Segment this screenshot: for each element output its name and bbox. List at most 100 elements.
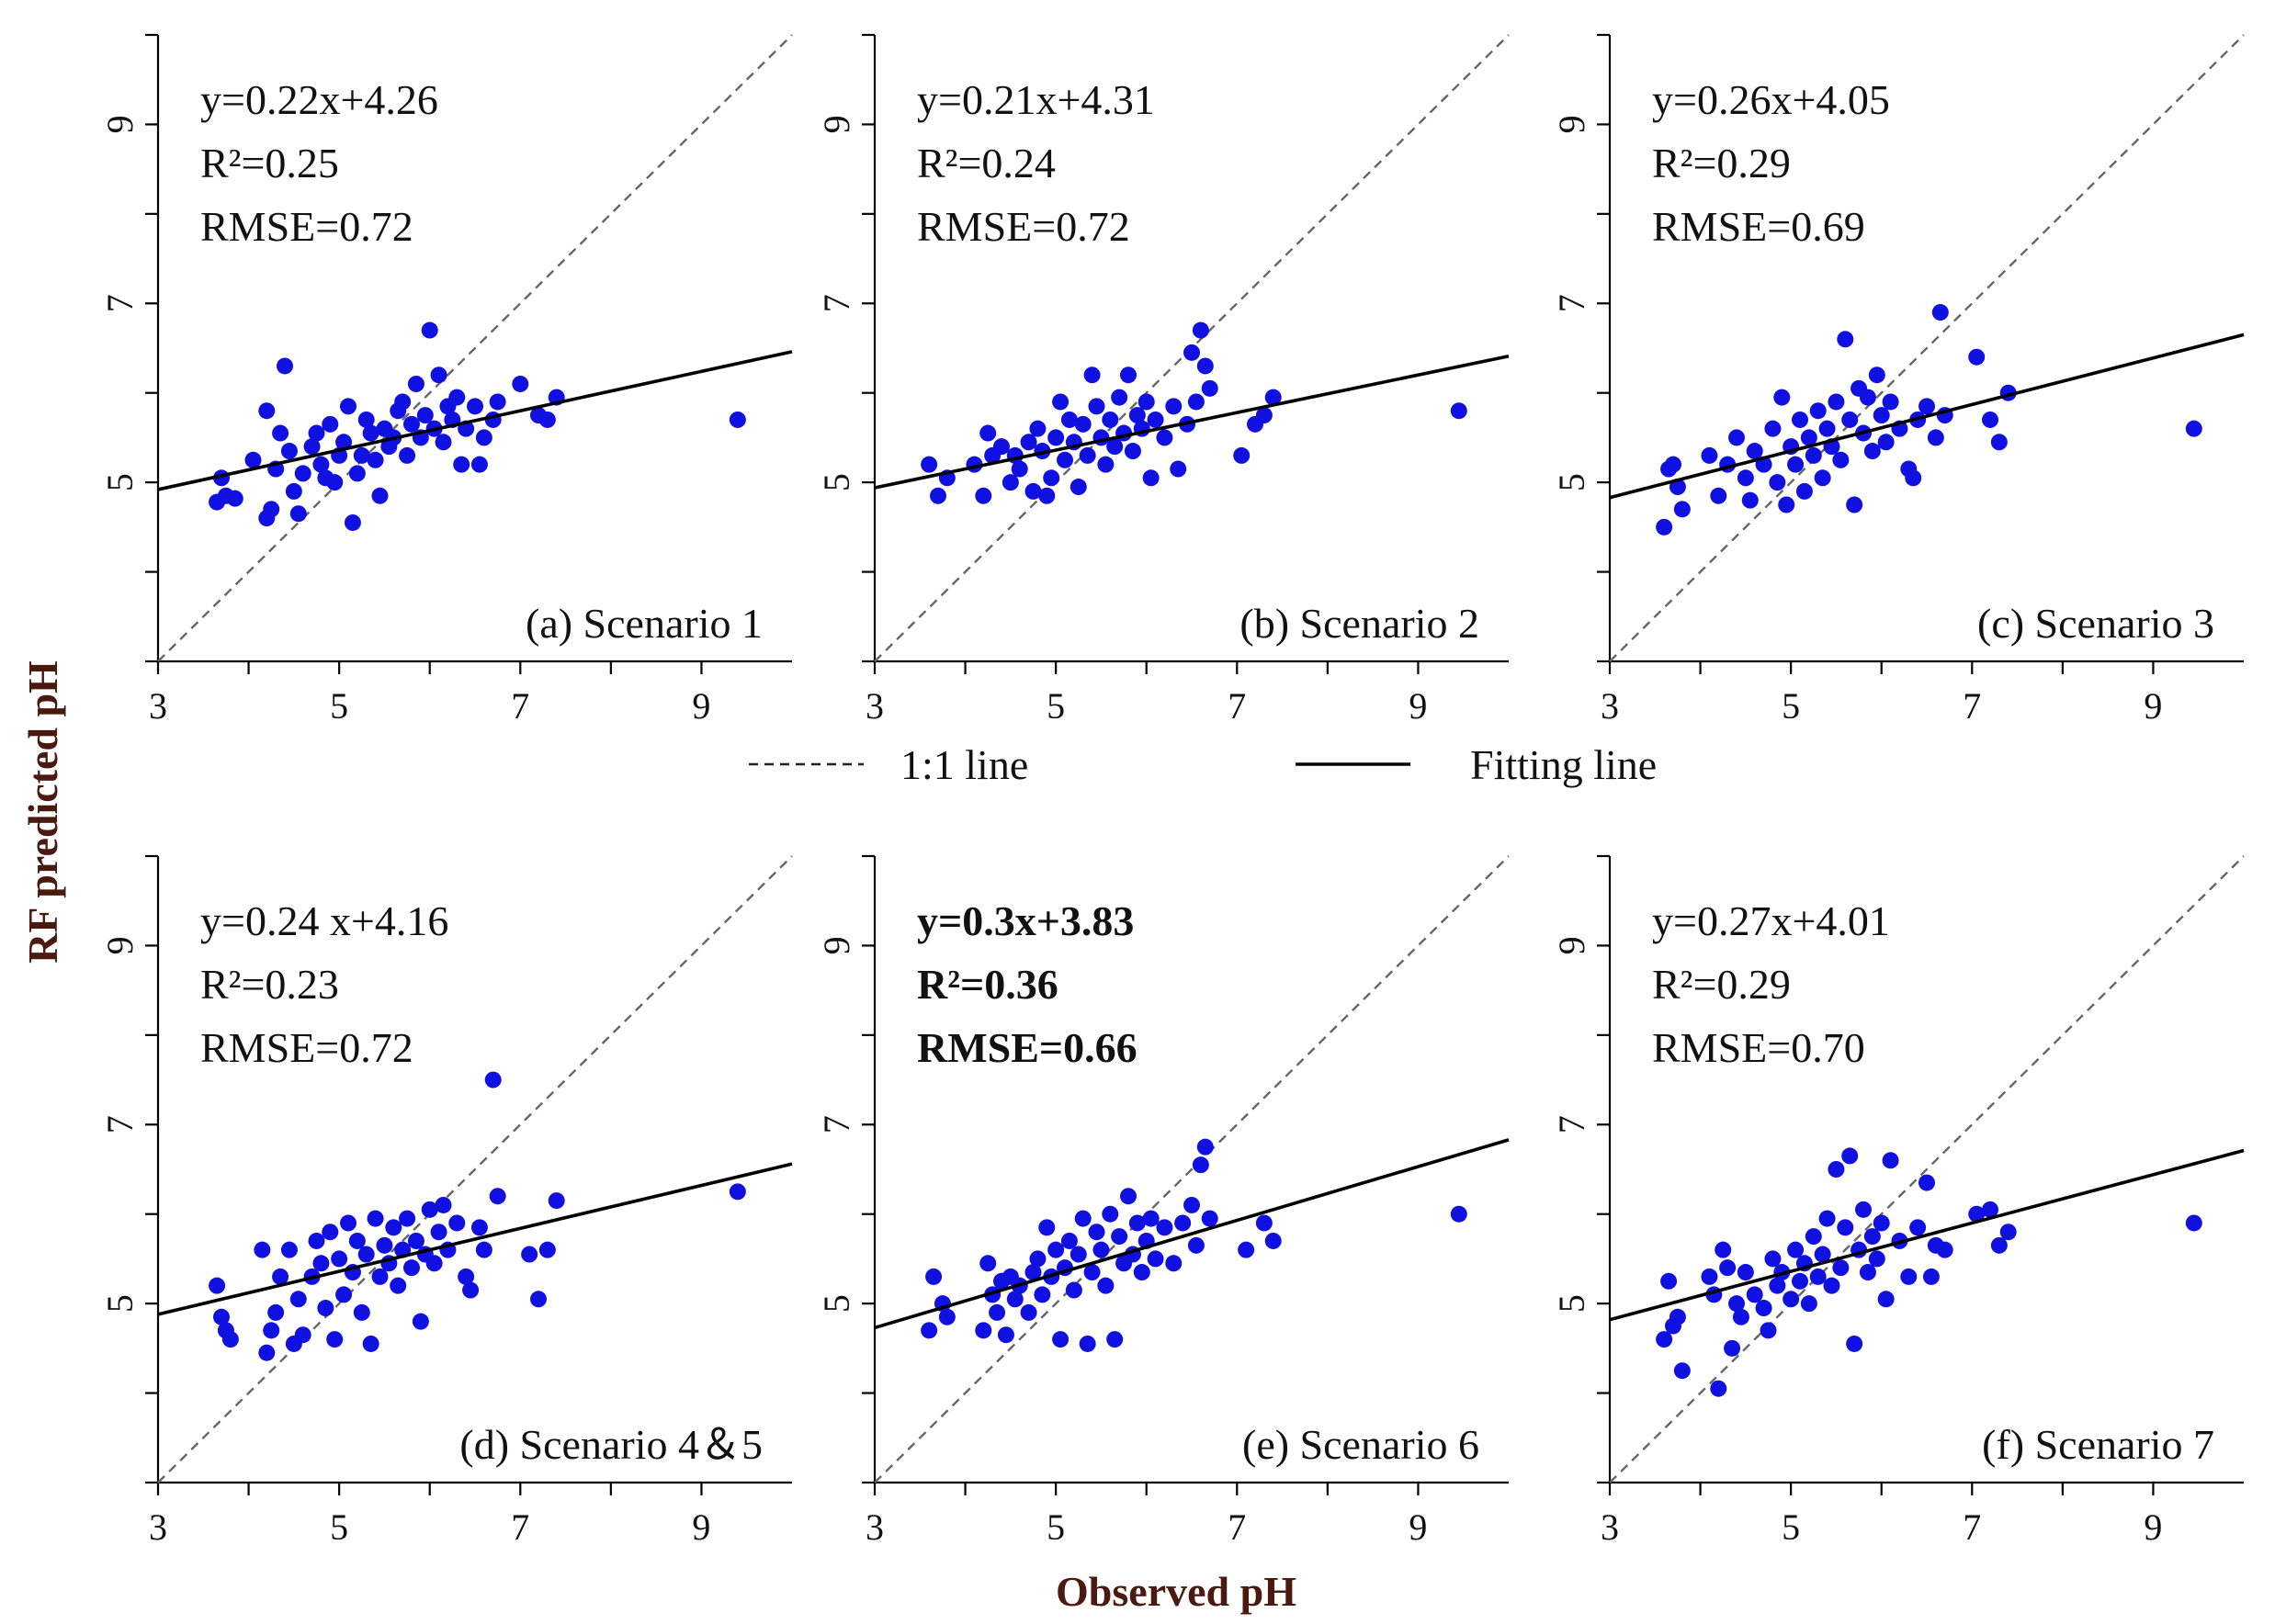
data-point: [1133, 1264, 1150, 1281]
y-tick-label: 5: [816, 1294, 857, 1313]
data-point: [1024, 482, 1042, 500]
data-point: [1074, 1210, 1092, 1227]
data-point: [294, 1326, 311, 1344]
data-point: [335, 1286, 353, 1303]
data-point: [326, 474, 344, 491]
x-tick-label: 5: [1047, 685, 1065, 727]
data-point: [1701, 446, 1718, 464]
equation-label: y=0.27x+4.01: [1652, 897, 1890, 944]
data-point: [1846, 1335, 1863, 1352]
panel-b: 3 5 7 9 5 7 9 y=0.21x+4.31 R²=0.24 RMSE=0.72 (b) S…: [816, 33, 1510, 727]
data-point: [308, 424, 325, 442]
x-tick-label: 9: [692, 685, 710, 727]
data-point: [1737, 469, 1754, 487]
panel-d: 3 5 7 9 5 7 9 y=0.24 x+4.16 R²=0.23 RMSE=0.72 (d) …: [99, 854, 793, 1548]
x-tick-label: 9: [1409, 1506, 1427, 1548]
y-tick-label: 5: [1551, 1294, 1592, 1313]
data-point: [1732, 1308, 1749, 1325]
data-point: [1715, 1241, 1732, 1258]
data-point: [462, 1281, 480, 1299]
data-point: [425, 1255, 443, 1272]
data-point: [1102, 1205, 1119, 1223]
data-point: [326, 1331, 344, 1348]
data-point: [226, 490, 243, 507]
data-point: [1656, 518, 1673, 536]
data-point: [371, 487, 389, 504]
rmse-label: RMSE=0.66: [917, 1024, 1138, 1071]
data-point: [412, 1313, 429, 1330]
x-tick-label: 5: [1782, 1506, 1800, 1548]
equation-label: y=0.22x+4.26: [200, 76, 438, 123]
panel-e: 3 5 7 9 5 7 9 y=0.3x+3.83 R²=0.36 RMSE=0.66 (e) Sc…: [816, 854, 1510, 1548]
data-point: [1124, 443, 1141, 460]
data-point: [1038, 1219, 1056, 1236]
data-point: [1128, 407, 1146, 424]
data-point: [348, 1232, 366, 1249]
data-point: [1855, 1201, 1872, 1218]
x-tick-label: 7: [1228, 1506, 1246, 1548]
x-tick-label: 3: [1601, 685, 1619, 727]
data-point: [1183, 344, 1200, 361]
data-point: [2185, 1214, 2202, 1232]
data-point: [308, 1232, 325, 1249]
data-point: [421, 1201, 438, 1218]
data-point: [258, 402, 276, 420]
legend-identity-label: 1:1 line: [900, 741, 1028, 788]
data-point: [357, 1246, 375, 1263]
data-point: [1187, 1236, 1205, 1254]
data-point: [1233, 446, 1251, 464]
data-point: [1787, 1241, 1805, 1258]
data-point: [1809, 402, 1827, 420]
y-tick-label: 5: [816, 473, 857, 491]
data-point: [1773, 389, 1791, 406]
identity-line: [157, 34, 793, 662]
legend: 1:1 line Fitting line: [749, 741, 1657, 788]
data-point: [1936, 1241, 1953, 1258]
y-tick-label: 9: [99, 115, 141, 133]
data-point: [925, 1268, 943, 1285]
data-point: [1818, 420, 1836, 437]
data-point: [975, 1322, 992, 1339]
data-point: [1196, 357, 1214, 375]
data-point: [1846, 496, 1863, 513]
x-tick-label: 7: [511, 685, 529, 727]
data-point: [475, 429, 492, 446]
panel-label: (b) Scenario 2: [1239, 600, 1479, 647]
data-point: [1863, 443, 1881, 460]
y-axis-title: RF predicted pH: [19, 660, 66, 964]
data-point: [322, 1224, 339, 1241]
x-tick-label: 7: [1228, 685, 1246, 727]
x-tick-label: 5: [1782, 685, 1800, 727]
data-point: [1138, 393, 1155, 411]
data-point: [390, 1277, 407, 1294]
data-point: [317, 1300, 334, 1317]
data-point: [221, 1331, 239, 1348]
x-tick-label: 5: [330, 685, 348, 727]
data-point: [376, 1236, 393, 1254]
data-point: [1755, 1300, 1772, 1317]
data-point: [1805, 446, 1822, 464]
data-point: [244, 451, 262, 468]
data-point: [1264, 1232, 1282, 1249]
data-point: [1673, 1362, 1691, 1380]
data-point: [1142, 1210, 1160, 1227]
data-point: [1106, 438, 1124, 456]
data-point: [1968, 1205, 1986, 1223]
data-point: [407, 1232, 424, 1249]
x-tick-label: 7: [511, 1506, 529, 1548]
r2-label: R²=0.29: [1652, 140, 1791, 186]
data-point: [1868, 367, 1885, 384]
data-point: [1070, 1246, 1087, 1263]
rmse-label: RMSE=0.72: [200, 1024, 413, 1071]
data-point: [1728, 429, 1745, 446]
data-point: [340, 398, 357, 415]
data-point: [289, 505, 307, 523]
data-point: [467, 398, 483, 415]
data-point: [1097, 1277, 1115, 1294]
data-point: [1746, 1286, 1763, 1303]
identity-line: [1609, 34, 2245, 662]
data-point: [1120, 1188, 1137, 1205]
data-point: [1805, 1228, 1822, 1246]
equation-label: y=0.24 x+4.16: [200, 897, 448, 944]
data-point: [1070, 479, 1087, 496]
